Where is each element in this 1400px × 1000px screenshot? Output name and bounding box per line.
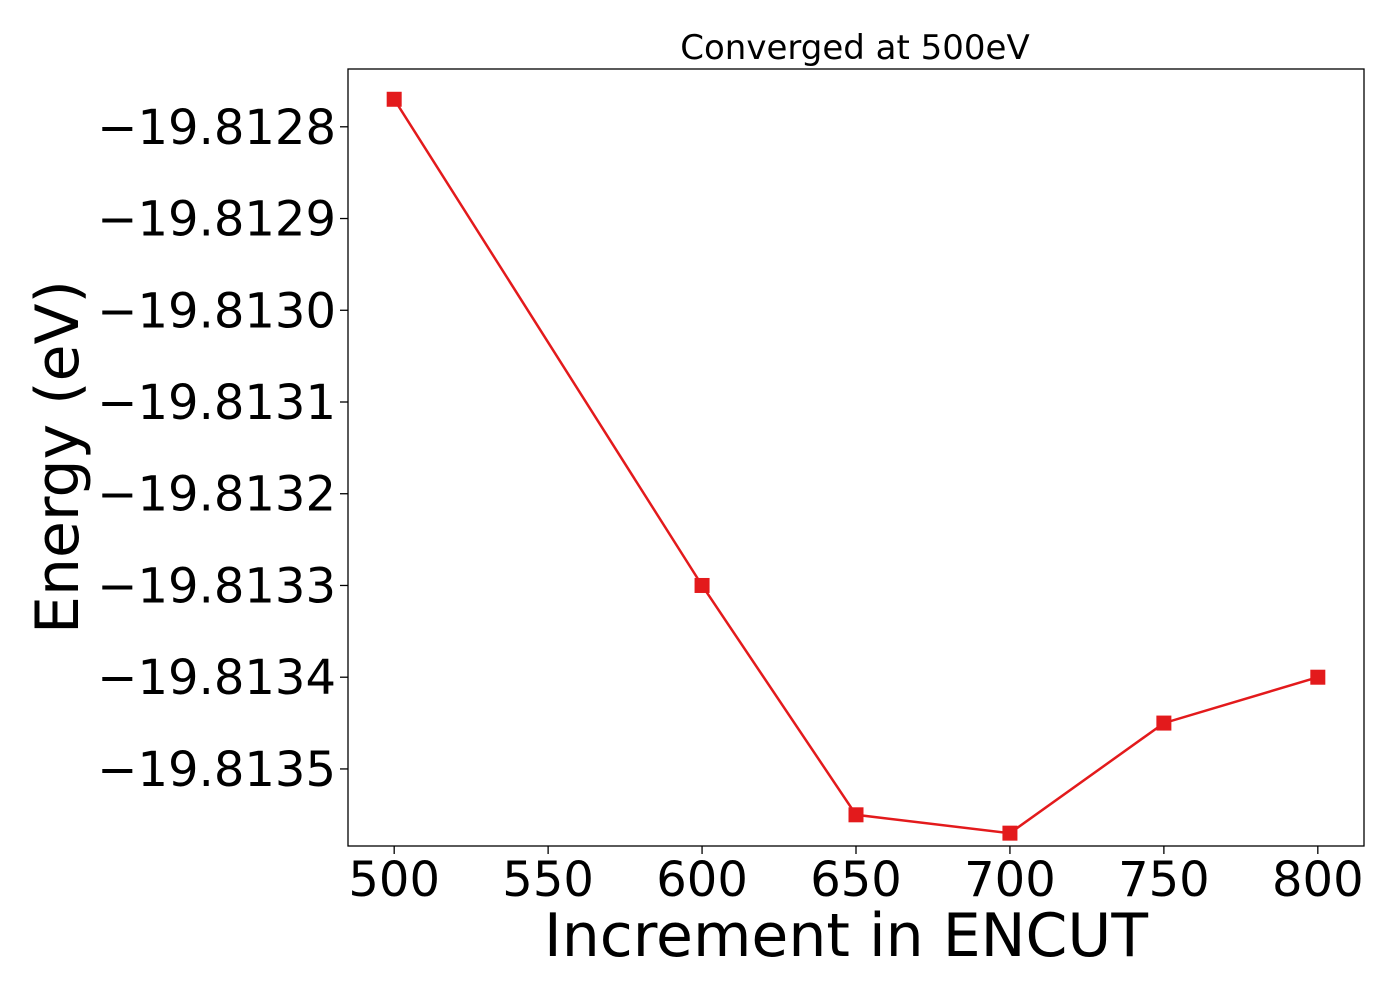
- y-axis-label: Energy (eV): [23, 280, 93, 634]
- plot-area-frame: [347, 68, 1365, 847]
- x-tick-label: 750: [1118, 852, 1210, 908]
- y-tick-label: −19.8129: [97, 192, 336, 248]
- data-point-marker: [1310, 669, 1326, 685]
- series-group: [386, 91, 1326, 841]
- y-tick-label: −19.8134: [97, 650, 336, 706]
- series-line: [393, 98, 1319, 835]
- x-tick-label: 800: [1272, 852, 1364, 908]
- x-tick-label: 550: [502, 852, 594, 908]
- x-tick-label: 650: [810, 852, 902, 908]
- data-point-marker: [1156, 715, 1172, 731]
- x-tick-label: 600: [656, 852, 748, 908]
- y-tick-label: −19.8132: [97, 467, 336, 523]
- data-point-marker: [848, 807, 864, 823]
- y-tick-label: −19.8130: [97, 283, 336, 339]
- x-axis-ticks: 500 550 600 650 700 750 800: [348, 846, 1364, 908]
- y-tick-label: −19.8128: [97, 100, 336, 156]
- data-point-marker: [694, 577, 710, 593]
- y-tick-label: −19.8135: [97, 742, 336, 798]
- x-tick-label: 700: [964, 852, 1056, 908]
- data-point-marker: [1002, 825, 1018, 841]
- x-tick-label: 500: [348, 852, 440, 908]
- x-axis-label: Increment in ENCUT: [544, 901, 1148, 971]
- y-tick-label: −19.8131: [97, 375, 336, 431]
- y-axis-ticks: −19.8128 −19.8129 −19.8130 −19.8131 −19.8132…: [97, 100, 348, 798]
- data-point-marker: [386, 91, 402, 107]
- chart-title: Converged at 500eV: [680, 28, 1029, 68]
- y-tick-label: −19.8133: [97, 558, 336, 614]
